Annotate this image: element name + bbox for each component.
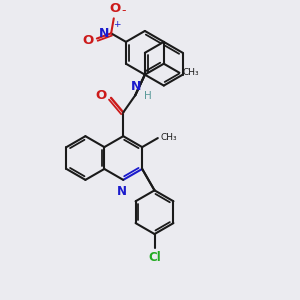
Text: N: N: [131, 80, 141, 93]
Text: +: +: [113, 20, 121, 28]
Text: N: N: [117, 184, 127, 198]
Text: -: -: [122, 4, 126, 17]
Text: CH₃: CH₃: [182, 68, 199, 77]
Text: O: O: [83, 34, 94, 47]
Text: O: O: [95, 89, 106, 103]
Text: H: H: [144, 91, 152, 101]
Text: N: N: [99, 27, 109, 40]
Text: CH₃: CH₃: [160, 133, 177, 142]
Text: Cl: Cl: [148, 251, 161, 264]
Text: O: O: [109, 2, 120, 15]
